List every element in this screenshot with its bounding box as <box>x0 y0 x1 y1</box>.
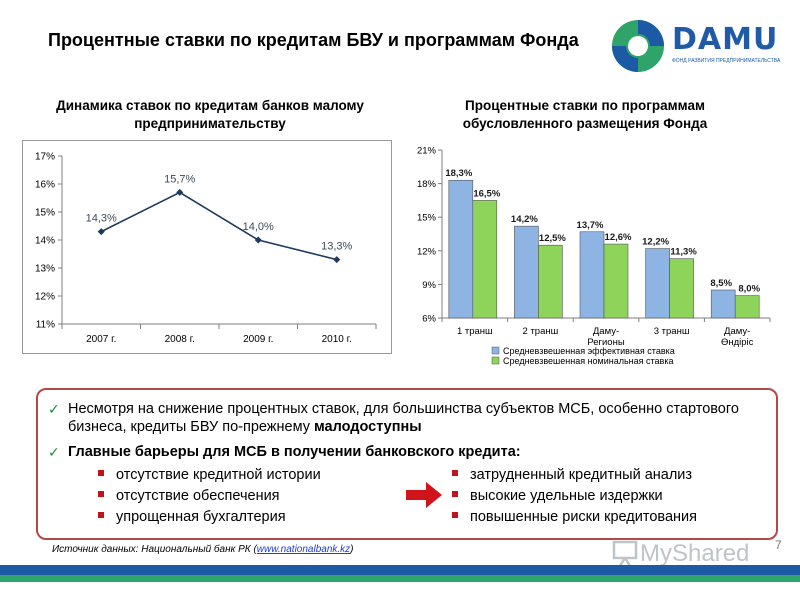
y-tick-label: 9% <box>422 280 436 291</box>
page-title: Процентные ставки по кредитам БВУ и прог… <box>48 30 579 50</box>
y-tick-label: 12% <box>35 292 55 303</box>
data-label: 14,2% <box>511 214 538 225</box>
point-2-text: Главные барьеры для МСБ в получении банк… <box>68 444 521 460</box>
bar-chart-svg: 6%9%12%15%18%21%18,3%16,5%1 транш14,2%12… <box>417 146 771 366</box>
data-label: 14,3% <box>86 213 117 225</box>
y-tick-label: 17% <box>35 152 55 163</box>
damu-logo-icon <box>612 20 664 72</box>
right-bullet: высокие удельные издержки <box>452 487 663 505</box>
bar-chart-title: Процентные ставки по программам обусловл… <box>462 98 708 131</box>
data-label: 13,7% <box>577 220 604 231</box>
data-label: 12,2% <box>642 237 669 248</box>
bullet-icon <box>452 512 458 519</box>
bar <box>734 295 760 319</box>
data-label: 8,0% <box>738 284 760 295</box>
data-point <box>333 256 341 264</box>
y-tick-label: 14% <box>35 236 55 247</box>
legend-label: Средневзвешенная номинальная ставка <box>503 356 673 366</box>
x-tick-label: 2010 г. <box>322 334 352 345</box>
logo-subtitle: ФОНД РАЗВИТИЯ ПРЕДПРИНИМАТЕЛЬСТВА <box>672 58 781 64</box>
watermark: MyShared <box>612 538 762 572</box>
data-label: 11,3% <box>670 247 697 258</box>
right-bullet: повышенные риски кредитования <box>452 508 697 526</box>
bullet-icon <box>98 512 104 519</box>
point-1-text: Несмотря на снижение процентных ставок, … <box>68 401 739 435</box>
chart-frame <box>22 140 392 354</box>
data-label: 8,5% <box>710 278 732 289</box>
data-label: 12,5% <box>539 233 566 244</box>
x-tick-label: Даму- <box>724 326 750 337</box>
y-tick-label: 18% <box>417 179 437 190</box>
legend-swatch <box>491 346 500 355</box>
legend-swatch <box>491 356 500 365</box>
y-tick-label: 16% <box>35 180 55 191</box>
arrow-right-icon <box>406 482 442 508</box>
x-tick-label: 2008 г. <box>165 334 195 345</box>
x-tick-label: 3 транш <box>654 326 690 337</box>
left-bullet: упрощенная бухгалтерия <box>98 508 286 526</box>
data-label: 16,5% <box>473 188 500 199</box>
data-point <box>176 188 184 196</box>
x-tick-label: Даму- <box>593 326 619 337</box>
left-bullet: отсутствие кредитной истории <box>98 466 321 484</box>
bullet-icon <box>98 491 104 498</box>
bar-chart: 6% 9% 12% 15% 18% 21% 18,3% 16,5% 1 транш 14,2% 12… <box>408 138 780 378</box>
checkmark-icon: ✓ <box>48 444 60 460</box>
y-tick-label: 11% <box>36 320 55 331</box>
bar <box>669 258 694 319</box>
data-label: 14,0% <box>243 221 274 233</box>
series-line <box>100 191 337 261</box>
y-tick-label: 15% <box>35 208 55 219</box>
x-tick-label: 1 транш <box>457 326 493 337</box>
bar <box>603 243 629 319</box>
left-bullet: отсутствие обеспечения <box>98 487 280 505</box>
bullet-icon <box>452 491 458 498</box>
bar <box>472 200 498 319</box>
x-tick-label: 2009 г. <box>243 334 273 345</box>
data-point <box>254 236 262 244</box>
line-chart: 11% 12% 13% 14% 15% 16% 17% 2007 г. 2008 г. 2009 … <box>22 140 392 354</box>
x-tick-label: Өндіріс <box>721 337 754 348</box>
x-tick-label: 2 транш <box>523 326 559 337</box>
y-tick-label: 13% <box>35 264 55 275</box>
footer-band-blue <box>0 565 800 575</box>
point-1: ✓ Несмотря на снижение процентных ставок… <box>48 400 748 436</box>
bar <box>579 231 605 319</box>
y-tick-label: 12% <box>417 246 437 257</box>
bullet-icon <box>98 470 104 477</box>
damu-logo: DAMU ФОНД РАЗВИТИЯ ПРЕДПРИНИМАТЕЛЬСТВА <box>610 18 790 76</box>
bullet-icon <box>452 470 458 477</box>
y-tick-label: 15% <box>417 213 437 224</box>
bar <box>710 289 736 319</box>
legend-label: Средневзвешенная эффективная ставка <box>503 346 675 356</box>
y-tick-label: 21% <box>417 146 437 157</box>
right-bullet: затрудненный кредитный анализ <box>452 466 692 484</box>
y-tick-label: 6% <box>422 314 436 325</box>
watermark-text: MyShared <box>640 540 750 567</box>
info-box: ✓ Несмотря на снижение процентных ставок… <box>36 388 778 540</box>
bar <box>514 225 539 319</box>
data-label: 13,3% <box>321 241 352 253</box>
data-label: 12,6% <box>605 232 632 243</box>
line-chart-svg: 11% 12% 13% 14% 15% 16% 17% 2007 г. 2008 г. 2009 … <box>22 140 392 354</box>
x-tick-label: Регионы <box>587 337 625 348</box>
line-chart-title: Динамика ставок по кредитам банков малом… <box>56 98 364 131</box>
data-label: 15,7% <box>164 173 195 185</box>
footer-band-green <box>0 575 800 582</box>
checkmark-icon: ✓ <box>48 401 60 417</box>
x-tick-label: 2007 г. <box>86 334 116 345</box>
bar <box>645 248 670 319</box>
source-note: Источник данных: Национальный банк РК (w… <box>52 544 354 555</box>
page-number: 7 <box>775 538 782 552</box>
point-1-bold: малодоступны <box>314 419 422 435</box>
data-point <box>97 228 105 236</box>
logo-text: DAMU <box>672 22 779 57</box>
bar <box>538 244 563 319</box>
point-2: ✓ Главные барьеры для МСБ в получении ба… <box>48 443 748 461</box>
data-label: 18,3% <box>445 168 472 179</box>
bar <box>448 179 474 319</box>
source-link[interactable]: www.nationalbank.kz <box>256 544 351 555</box>
